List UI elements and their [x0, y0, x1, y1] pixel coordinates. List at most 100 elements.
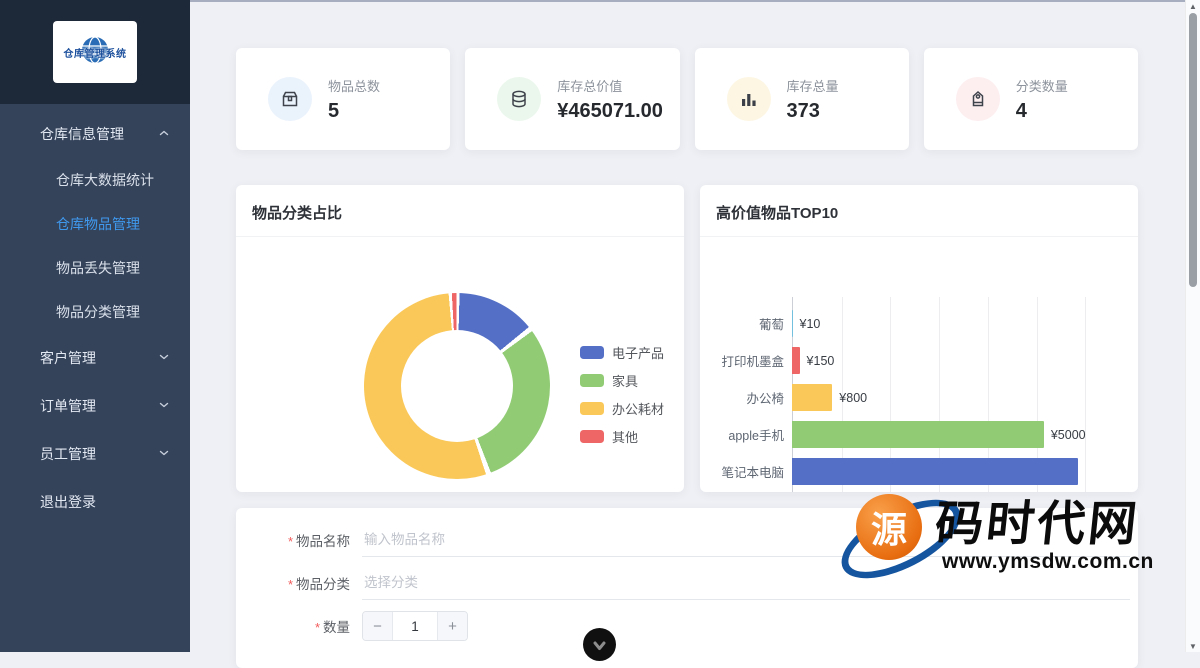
bar-category-label: 办公椅: [746, 392, 784, 406]
bar-category-label: apple手机: [728, 429, 784, 443]
donut-chart: [364, 293, 550, 479]
scroll-down-button[interactable]: [583, 628, 616, 661]
bar-category-label: 笔记本电脑: [721, 466, 784, 480]
stat-card: 库存总量 373: [694, 48, 909, 150]
stat-label: 分类数量: [1015, 78, 1068, 94]
form-row: * 数量 − 1 +: [236, 611, 1138, 641]
app-title: 仓库管理系统: [63, 48, 127, 60]
required-asterisk: *: [287, 534, 293, 549]
bar-row: 打印机墨盒 ¥150: [700, 342, 1128, 379]
sidebar-item[interactable]: 物品分类管理: [0, 290, 190, 334]
bar-chart-icon: [726, 77, 771, 121]
chevron-down-icon: [158, 350, 170, 366]
sidebar-item[interactable]: 订单管理: [0, 382, 190, 430]
item-name-input[interactable]: [362, 523, 1130, 557]
sidebar-logo-area: 仓库管理系统: [0, 0, 190, 104]
scrollbar-thumb[interactable]: [1189, 13, 1197, 287]
gridline: [939, 297, 941, 492]
quantity-stepper: − 1 +: [362, 611, 468, 641]
bar: [792, 347, 800, 374]
legend-label: 其他: [612, 430, 639, 445]
form-row: * 物品名称: [236, 523, 1138, 557]
chevron-down-icon: [158, 446, 170, 462]
pie-card-title: 物品分类占比: [236, 185, 684, 237]
stat-value: 373: [786, 99, 820, 122]
form-field-control: [362, 566, 1138, 600]
stat-value: ¥465071.00: [557, 99, 663, 122]
scrollbar-down-arrow[interactable]: ▼: [1189, 641, 1197, 651]
top-divider: [190, 0, 1200, 2]
sidebar-item-label: 员工管理: [40, 446, 96, 462]
legend-marker: [580, 374, 604, 387]
bar-value-label: ¥10: [799, 316, 821, 331]
package-icon: [268, 77, 312, 121]
gridline: [841, 297, 843, 492]
sidebar-item[interactable]: 仓库大数据统计: [0, 158, 190, 202]
app-logo: 仓库管理系统: [53, 21, 137, 83]
bar-card-title: 高价值物品TOP10: [700, 185, 1138, 237]
form-field-control: − 1 +: [362, 611, 1138, 641]
sidebar-item[interactable]: 仓库信息管理: [0, 110, 190, 158]
legend-item[interactable]: 家具: [580, 371, 664, 390]
stat-card: 库存总价值 ¥465071.00: [465, 48, 680, 150]
scrollbar-up-arrow[interactable]: ▲: [1189, 1, 1197, 11]
stat-label: 库存总价值: [557, 78, 623, 94]
stat-label: 物品总数: [328, 78, 381, 94]
bar-track: [792, 453, 1128, 490]
sidebar-menu: 仓库信息管理仓库大数据统计 仓库物品管理物品丢失管理物品分类管理客户管理订单管理员…: [0, 110, 190, 526]
form-field-label: * 物品名称: [287, 534, 350, 549]
form-field-label: * 数量: [314, 620, 350, 635]
stepper-decrease-button[interactable]: −: [363, 612, 393, 640]
donut-hole: [401, 330, 513, 442]
sidebar-item-label: 仓库物品管理: [56, 216, 140, 232]
chevron-up-icon: [158, 126, 170, 142]
legend-item[interactable]: 电子产品: [580, 343, 664, 362]
required-asterisk: *: [314, 620, 320, 635]
bar-value-label: ¥800: [839, 390, 868, 405]
bar-row: 笔记本电脑: [700, 453, 1128, 490]
sidebar-item-label: 仓库大数据统计: [56, 172, 154, 188]
coins-icon: [497, 77, 542, 121]
bar-row: apple手机 ¥5000: [700, 416, 1128, 453]
bar-row: 葡萄 ¥10: [700, 305, 1128, 342]
bar-plot: 葡萄 ¥10 打印机墨盒 ¥150 办公椅 ¥800 apple手机 ¥5000 笔记本电脑: [700, 297, 1128, 492]
bar-category-label: 打印机墨盒: [721, 355, 784, 369]
sidebar-item[interactable]: 物品丢失管理: [0, 246, 190, 290]
item-form-card: *物品名称 *物品分类 *数量− 1 +: [236, 508, 1138, 668]
gridline: [890, 297, 892, 492]
sidebar-item[interactable]: 仓库物品管理: [0, 202, 190, 246]
stat-card: 物品总数 5: [236, 48, 451, 150]
legend-item[interactable]: 办公耗材: [580, 399, 664, 418]
chevron-down-icon: [158, 398, 170, 414]
gridline: [1085, 297, 1087, 492]
bar-track: ¥150: [792, 342, 1128, 379]
sidebar-item-label: 物品分类管理: [56, 304, 140, 320]
stat-meta: 库存总量 373: [787, 76, 839, 123]
bar-value-label: ¥5000: [1050, 427, 1086, 442]
sidebar-item[interactable]: 员工管理: [0, 430, 190, 478]
pie-legend: 电子产品家具办公耗材其他: [580, 343, 664, 446]
tag-icon: [955, 77, 1000, 121]
form-row: * 物品分类: [236, 566, 1138, 600]
stepper-value[interactable]: 1: [411, 618, 419, 634]
bar-track: ¥800: [792, 379, 1128, 416]
chevron-down-icon: [593, 641, 606, 650]
sidebar: 仓库管理系统 仓库信息管理仓库大数据统计 仓库物品管理物品丢失管理物品分类管理客户…: [0, 0, 190, 652]
sidebar-item[interactable]: 客户管理: [0, 334, 190, 382]
category-select-input[interactable]: [362, 566, 1130, 600]
form-field-control: [362, 523, 1138, 557]
sidebar-item[interactable]: 退出登录: [0, 478, 190, 526]
legend-item[interactable]: 其他: [580, 427, 664, 446]
stats-row: 物品总数 5 库存总价值 ¥465071.00 库存总量 373 分类数量 4: [236, 48, 1138, 150]
sidebar-item-label: 仓库信息管理: [40, 126, 124, 142]
bar-track: ¥10: [792, 305, 1128, 342]
bar: [792, 384, 833, 411]
bar: [792, 421, 1044, 448]
globe-icon: [82, 36, 108, 64]
sidebar-item-label: 订单管理: [40, 398, 96, 414]
legend-marker: [580, 430, 604, 443]
sidebar-item-label: 退出登录: [40, 494, 96, 510]
pie-chart-card: 物品分类占比 电子产品家具办公耗材其他: [236, 185, 684, 492]
bar-track: ¥5000: [792, 416, 1128, 453]
stepper-increase-button[interactable]: +: [437, 612, 467, 640]
